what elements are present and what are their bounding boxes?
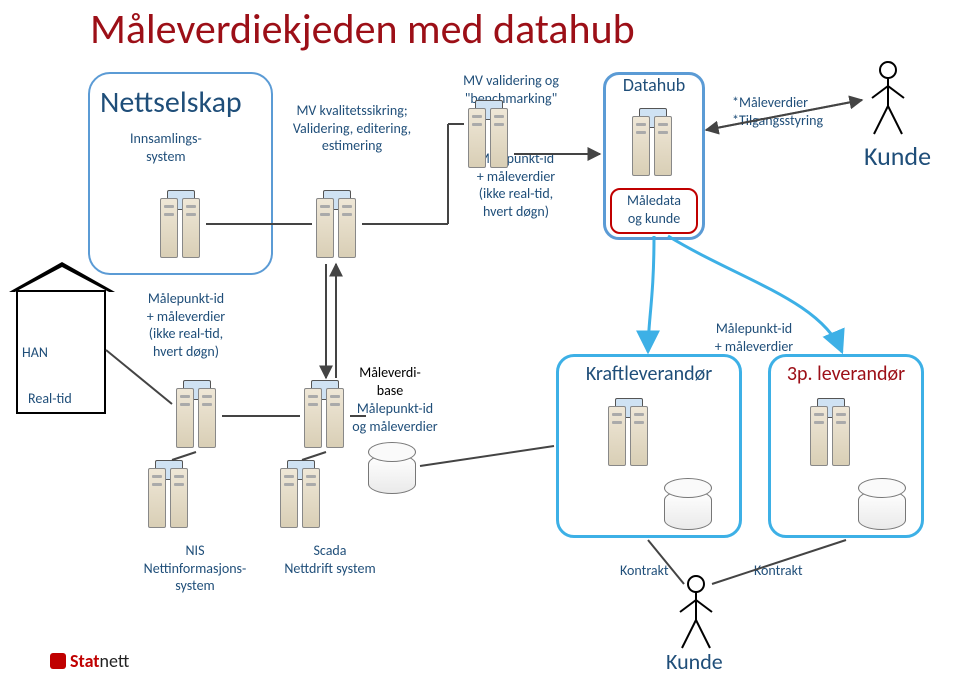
kunde-icon <box>868 60 908 138</box>
page-title: Måleverdiekjeden med datahub <box>90 4 635 55</box>
p3-title: 3p. leverandør <box>772 362 920 386</box>
disk-icon <box>858 478 906 530</box>
malepunkt-mv-label: Målepunkt-id + måleverdier <box>694 320 814 355</box>
nis-label: NIS Nettinformasjons- system <box>130 542 260 595</box>
nettselskap-sub: Innsamlings- system <box>130 130 202 165</box>
maleverdibase-sub: Målepunkt-id og måleverdier <box>340 400 450 435</box>
kunde-top-label: Kunde <box>864 140 931 172</box>
disk-icon <box>664 478 712 530</box>
server-icon <box>160 190 202 260</box>
datahub-sub: Måledata og kunde <box>615 192 693 227</box>
server-icon <box>468 100 510 170</box>
kontrakt1-label: Kontrakt <box>620 562 669 580</box>
server-icon <box>608 398 650 468</box>
server-icon <box>316 190 358 260</box>
scada-label: Scada Nettdrift system <box>270 542 390 577</box>
mv-validering-label: MV validering og "benchmarking" <box>448 72 574 107</box>
server-icon <box>810 398 852 468</box>
kunde-icon <box>676 574 716 652</box>
server-icon <box>148 460 190 530</box>
kontrakt2-label: Kontrakt <box>754 562 803 580</box>
nettselskap-title: Nettselskap <box>100 84 242 121</box>
statnett-logo: Statnett <box>50 650 129 672</box>
han-label: HAN <box>22 344 48 362</box>
mv-kvalitet-label: MV kvalitetssikring; Validering, editeri… <box>282 102 422 155</box>
server-icon <box>304 380 346 450</box>
kraft-title: Kraftleverandør <box>560 362 738 386</box>
kunde-bottom-label: Kunde <box>666 648 723 675</box>
realtid-label: Real-tid <box>28 390 72 408</box>
server-icon <box>632 108 674 178</box>
disk-icon <box>368 442 416 494</box>
server-icon <box>176 380 218 450</box>
server-icon <box>280 460 322 530</box>
maleverdibase-title: Måleverdi- base <box>340 364 440 399</box>
malepunkt-dogn-left-label: Målepunkt-id + måleverdier (ikke real-ti… <box>126 290 246 360</box>
star-lines-label: *Måleverdier *Tilgangsstyring <box>732 94 823 129</box>
datahub-title: Datahub <box>614 74 694 96</box>
